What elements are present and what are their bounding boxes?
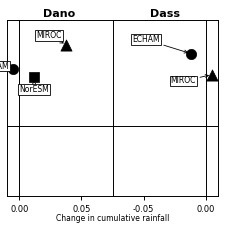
Text: Change in cumulative rainfall: Change in cumulative rainfall [56, 214, 169, 223]
Title: Dano: Dano [43, 9, 76, 20]
Point [189, 52, 193, 55]
Text: NorESM: NorESM [19, 81, 49, 94]
Point [32, 76, 36, 79]
Point [11, 67, 15, 70]
Title: Dass: Dass [150, 9, 180, 20]
Text: ECHAM: ECHAM [132, 35, 187, 53]
Point [65, 43, 68, 47]
Text: MIROC: MIROC [171, 75, 208, 86]
Text: ECHAM: ECHAM [0, 61, 12, 70]
Text: MIROC: MIROC [36, 31, 63, 43]
Point [210, 73, 214, 77]
